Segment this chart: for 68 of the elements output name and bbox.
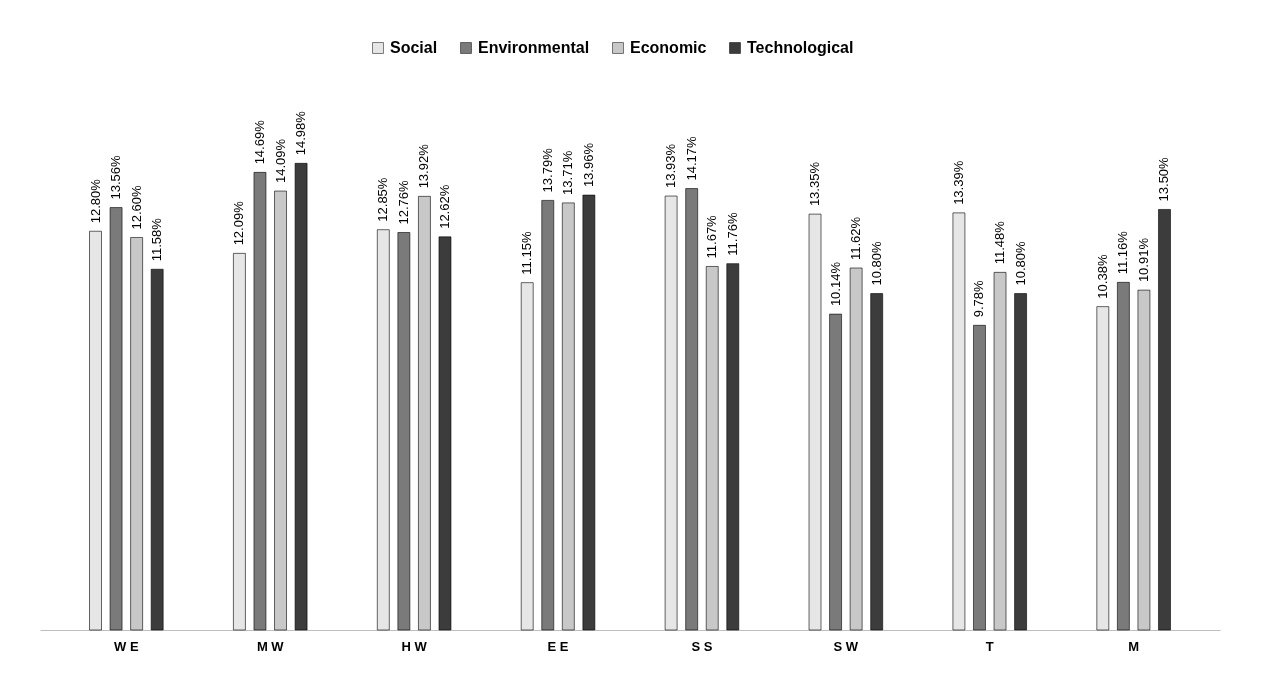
data-label: 11.15% [519,231,535,275]
data-label: 12.85% [375,177,391,222]
data-label: 13.71% [560,150,576,195]
bar [253,172,267,631]
bar [829,313,842,631]
data-label: 14.17% [683,136,699,181]
x-tick-label: H W [401,638,428,654]
bar [582,194,596,631]
data-label: 9.78% [971,280,987,318]
x-tick-label: S W [833,638,859,654]
legend-label: Economic [630,39,707,56]
legend-label: Social [390,39,438,56]
bar [1096,306,1110,631]
data-label: 11.58% [149,217,165,262]
data-label: 14.09% [272,138,288,184]
data-label: 10.14% [827,261,843,307]
data-label: 10.91% [1135,237,1151,283]
x-tick-label: W E [114,638,139,654]
data-label: 13.50% [1156,156,1172,202]
legend-label: Environmental [478,39,590,56]
bar [870,293,883,631]
bar [808,213,822,631]
bar [1158,209,1171,631]
bar [377,229,390,631]
data-label: 14.98% [293,110,309,156]
bar [1117,282,1130,631]
data-label: 11.67% [704,214,720,259]
bar [664,195,678,631]
bar [952,212,966,631]
bar [294,163,308,631]
data-label: 13.96% [580,142,596,188]
data-label: 10.80% [868,241,884,286]
data-label: 12.80% [87,178,103,224]
x-tick-label: M [1128,638,1140,654]
x-tick-label: S S [691,638,713,654]
x-tick-label: E E [547,638,569,654]
bar [973,325,986,631]
bar [150,268,164,631]
data-label: 13.39% [950,160,966,205]
bar [109,207,123,631]
bar [89,230,102,631]
legend-label: Technological [747,39,854,56]
x-tick-label: M W [256,638,285,654]
data-label: 11.76% [724,212,740,256]
bar [438,236,452,631]
bar [233,253,246,631]
data-label: 13.93% [663,143,679,189]
data-label: 12.60% [128,184,144,230]
x-tick-label: T [985,638,994,654]
data-label: 11.62% [848,216,864,261]
data-label: 13.79% [539,147,555,193]
data-label: 12.76% [395,179,411,225]
data-label: 11.48% [992,220,1008,265]
data-label: 14.69% [251,119,267,165]
data-label: 13.56% [108,155,124,200]
data-label: 12.62% [436,184,452,229]
data-label: 13.92% [416,143,432,189]
bar [685,188,698,631]
data-label: 11.16% [1115,230,1131,275]
bar [541,200,555,631]
data-label: 10.38% [1094,254,1110,299]
bar [1014,293,1027,631]
bar [520,282,534,631]
bar [726,263,740,631]
bar [397,232,411,631]
data-label: 10.80% [1012,241,1028,286]
data-label: 13.35% [807,161,823,207]
data-label: 12.09% [231,200,247,246]
